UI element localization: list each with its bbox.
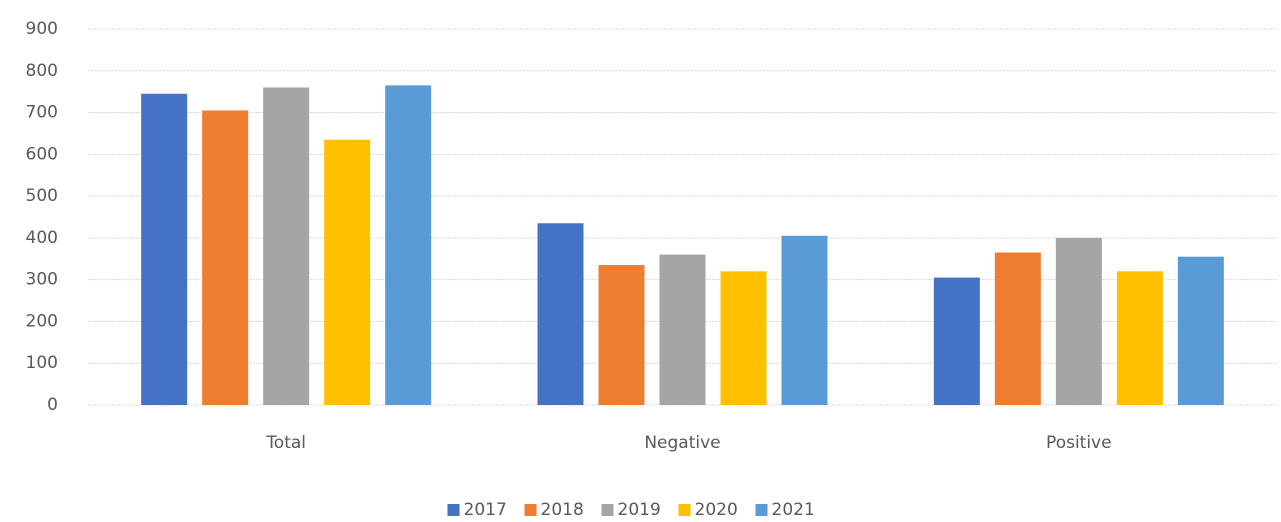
bar bbox=[324, 139, 371, 405]
x-tick-label: Total bbox=[265, 433, 306, 453]
bar bbox=[263, 87, 310, 405]
y-tick-label: 700 bbox=[26, 103, 58, 123]
bar bbox=[598, 265, 645, 405]
legend-label: 2020 bbox=[695, 500, 738, 520]
y-tick-label: 100 bbox=[26, 353, 58, 373]
bar bbox=[1177, 256, 1224, 405]
y-tick-label: 0 bbox=[47, 395, 58, 415]
bar bbox=[994, 252, 1041, 405]
y-tick-label: 400 bbox=[26, 228, 58, 248]
bar bbox=[385, 85, 432, 406]
y-tick-label: 600 bbox=[26, 144, 58, 164]
bar bbox=[781, 235, 828, 405]
bar bbox=[933, 277, 980, 405]
bar bbox=[537, 223, 584, 405]
x-tick-label: Negative bbox=[644, 433, 720, 453]
legend-swatch bbox=[601, 504, 614, 516]
bar bbox=[202, 110, 249, 405]
y-tick-label: 800 bbox=[26, 61, 58, 81]
y-tick-label: 300 bbox=[26, 270, 58, 290]
bar bbox=[1055, 237, 1102, 405]
legend-label: 2018 bbox=[541, 500, 584, 520]
bar bbox=[1116, 271, 1163, 405]
legend-label: 2019 bbox=[618, 500, 661, 520]
x-tick-label: Positive bbox=[1046, 433, 1112, 453]
bar bbox=[720, 271, 767, 405]
legend-label: 2021 bbox=[772, 500, 815, 520]
legend-swatch bbox=[524, 504, 537, 516]
bar bbox=[659, 254, 706, 405]
legend-swatch bbox=[447, 504, 460, 516]
legend-label: 2017 bbox=[464, 500, 507, 520]
bar bbox=[141, 93, 188, 405]
y-tick-label: 900 bbox=[26, 19, 58, 39]
legend-swatch bbox=[755, 504, 768, 516]
y-tick-label: 200 bbox=[26, 311, 58, 331]
y-tick-label: 500 bbox=[26, 186, 58, 206]
legend-swatch bbox=[678, 504, 691, 516]
